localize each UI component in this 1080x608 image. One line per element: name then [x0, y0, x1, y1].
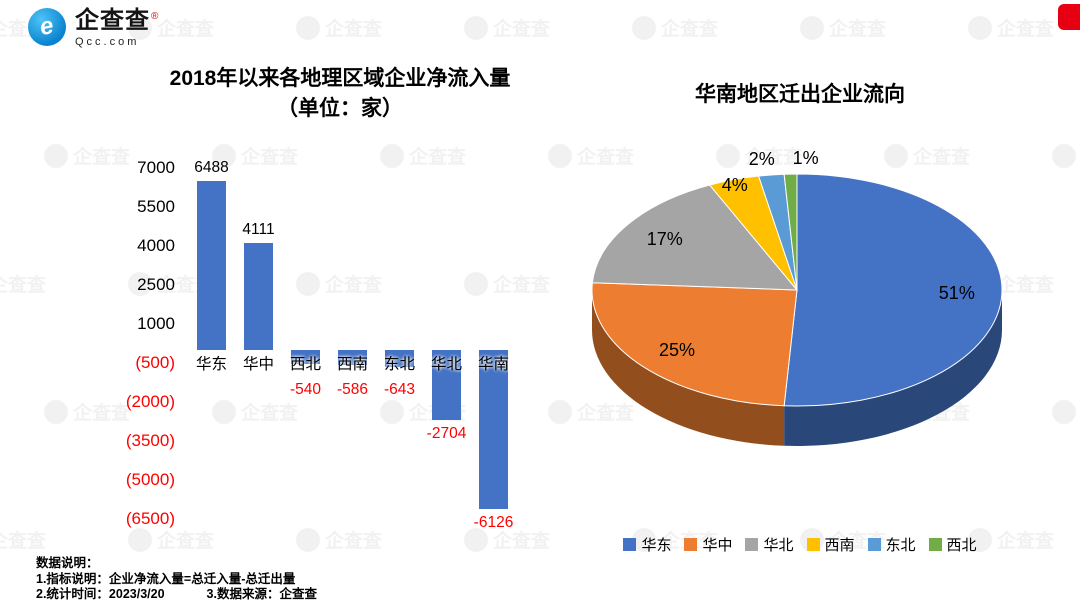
brand-domain: Qcc.com	[75, 36, 140, 49]
bar-category-label: 西北	[289, 356, 321, 373]
brand-name: 企查查®	[75, 7, 160, 34]
legend-swatch	[928, 538, 942, 551]
y-tick-label: (500)	[135, 353, 175, 372]
pie-legend: 华东 华中 华北 西南 东北 西北	[565, 534, 1035, 555]
bar-value-label: 4111	[242, 221, 275, 239]
bar	[244, 243, 273, 350]
bar-value-label: -6126	[473, 514, 514, 532]
y-tick-label: (5000)	[125, 470, 175, 489]
y-tick-label: 2500	[137, 275, 175, 294]
legend-item: 西南	[806, 534, 855, 555]
notes-source: 3.数据来源：企查查	[206, 587, 317, 601]
pie-slice-label: 51%	[939, 283, 975, 303]
qcc-logo: e 企查查® Qcc.com	[28, 7, 160, 49]
pie-slice	[783, 173, 798, 291]
bar-category-label: 华中	[242, 356, 274, 373]
qcc-logo-icon: e	[28, 8, 66, 46]
bar	[385, 350, 414, 367]
bar	[338, 350, 367, 366]
pie-chart: 51% 25% 17% 4% 2% 1%	[575, 148, 1025, 478]
legend-label: 西北	[946, 537, 977, 554]
notes-line1: 1.指标说明：企业净流入量=总迁入量-总迁出量	[36, 571, 296, 586]
pie-slice-side	[592, 290, 785, 446]
bar-category-label: 华南	[477, 356, 509, 373]
legend-item: 华中	[684, 534, 732, 555]
pie-chart-title: 华南地区迁出企业流向	[695, 83, 905, 106]
logo-glyph: e	[37, 11, 57, 42]
notes-title: 数据说明：	[36, 556, 99, 570]
legend-swatch	[684, 538, 698, 551]
pie-slice-label: 4%	[722, 175, 748, 195]
y-tick-label: 4000	[137, 236, 175, 255]
y-tick-label: 1000	[137, 314, 175, 333]
y-tick-label: (6500)	[125, 509, 175, 528]
legend-label: 华北	[763, 537, 794, 554]
pie-svg: 51% 25% 17% 4%2% 1%	[591, 148, 1003, 446]
bar-value-label: -2704	[426, 425, 467, 443]
pie-slice-label: 17%	[647, 229, 683, 249]
bar-value-label: -586	[336, 381, 369, 398]
bar	[432, 350, 461, 421]
bar	[291, 350, 320, 365]
pie-slice-label: 2%	[749, 149, 775, 169]
legend-label: 东北	[885, 537, 916, 554]
legend-swatch	[745, 538, 759, 551]
pie-slice	[783, 173, 1003, 407]
pie-slice-label: 25%	[659, 340, 695, 360]
bar-value-label: 6488	[194, 159, 229, 177]
bar-category-label: 华北	[430, 356, 462, 373]
bar-category-label: 西南	[336, 356, 368, 373]
y-tick-label: (2000)	[125, 392, 175, 411]
legend-item: 华东	[623, 534, 671, 555]
bar	[197, 181, 226, 350]
y-tick-label: 7000	[137, 158, 175, 177]
registered-mark: ®	[151, 11, 160, 22]
notes-line2: 2.统计时间：2023/3/20 3.数据来源：企查查	[36, 587, 359, 603]
bar-chart-subtitle: （单位：家）	[277, 97, 403, 120]
legend-item: 西北	[928, 534, 977, 555]
pie-slice-side	[784, 290, 1002, 446]
legend-label: 西南	[824, 537, 855, 554]
legend-item: 东北	[867, 534, 916, 555]
qcc-logo-text: 企查查® Qcc.com	[75, 7, 160, 49]
bar-category-label: 东北	[383, 356, 415, 373]
bar-category-label: 华东	[195, 356, 227, 373]
bar-value-label: -540	[289, 381, 322, 398]
data-notes: 数据说明： 1.指标说明：企业净流入量=总迁入量-总迁出量 2.统计时间：202…	[36, 556, 359, 603]
pie-slice	[591, 282, 798, 407]
notes-stat-time: 2.统计时间：2023/3/20	[36, 587, 165, 601]
legend-swatch	[867, 538, 881, 551]
legend-item: 华北	[745, 534, 794, 555]
corner-red-badge	[1058, 4, 1080, 30]
pie-slice	[591, 184, 799, 291]
legend-label: 华中	[702, 537, 733, 554]
legend-swatch	[623, 538, 637, 551]
y-tick-label: 5500	[137, 197, 175, 216]
bar	[479, 350, 508, 510]
pie-slice-label: 1%	[793, 148, 819, 168]
y-tick-label: (3500)	[125, 431, 175, 450]
bar-value-label: -643	[383, 381, 416, 398]
brand-name-text: 企查查	[75, 7, 150, 34]
legend-swatch	[806, 538, 820, 551]
bar-chart-title: 2018年以来各地理区域企业净流入量	[169, 67, 511, 90]
legend-label: 华东	[641, 537, 672, 554]
